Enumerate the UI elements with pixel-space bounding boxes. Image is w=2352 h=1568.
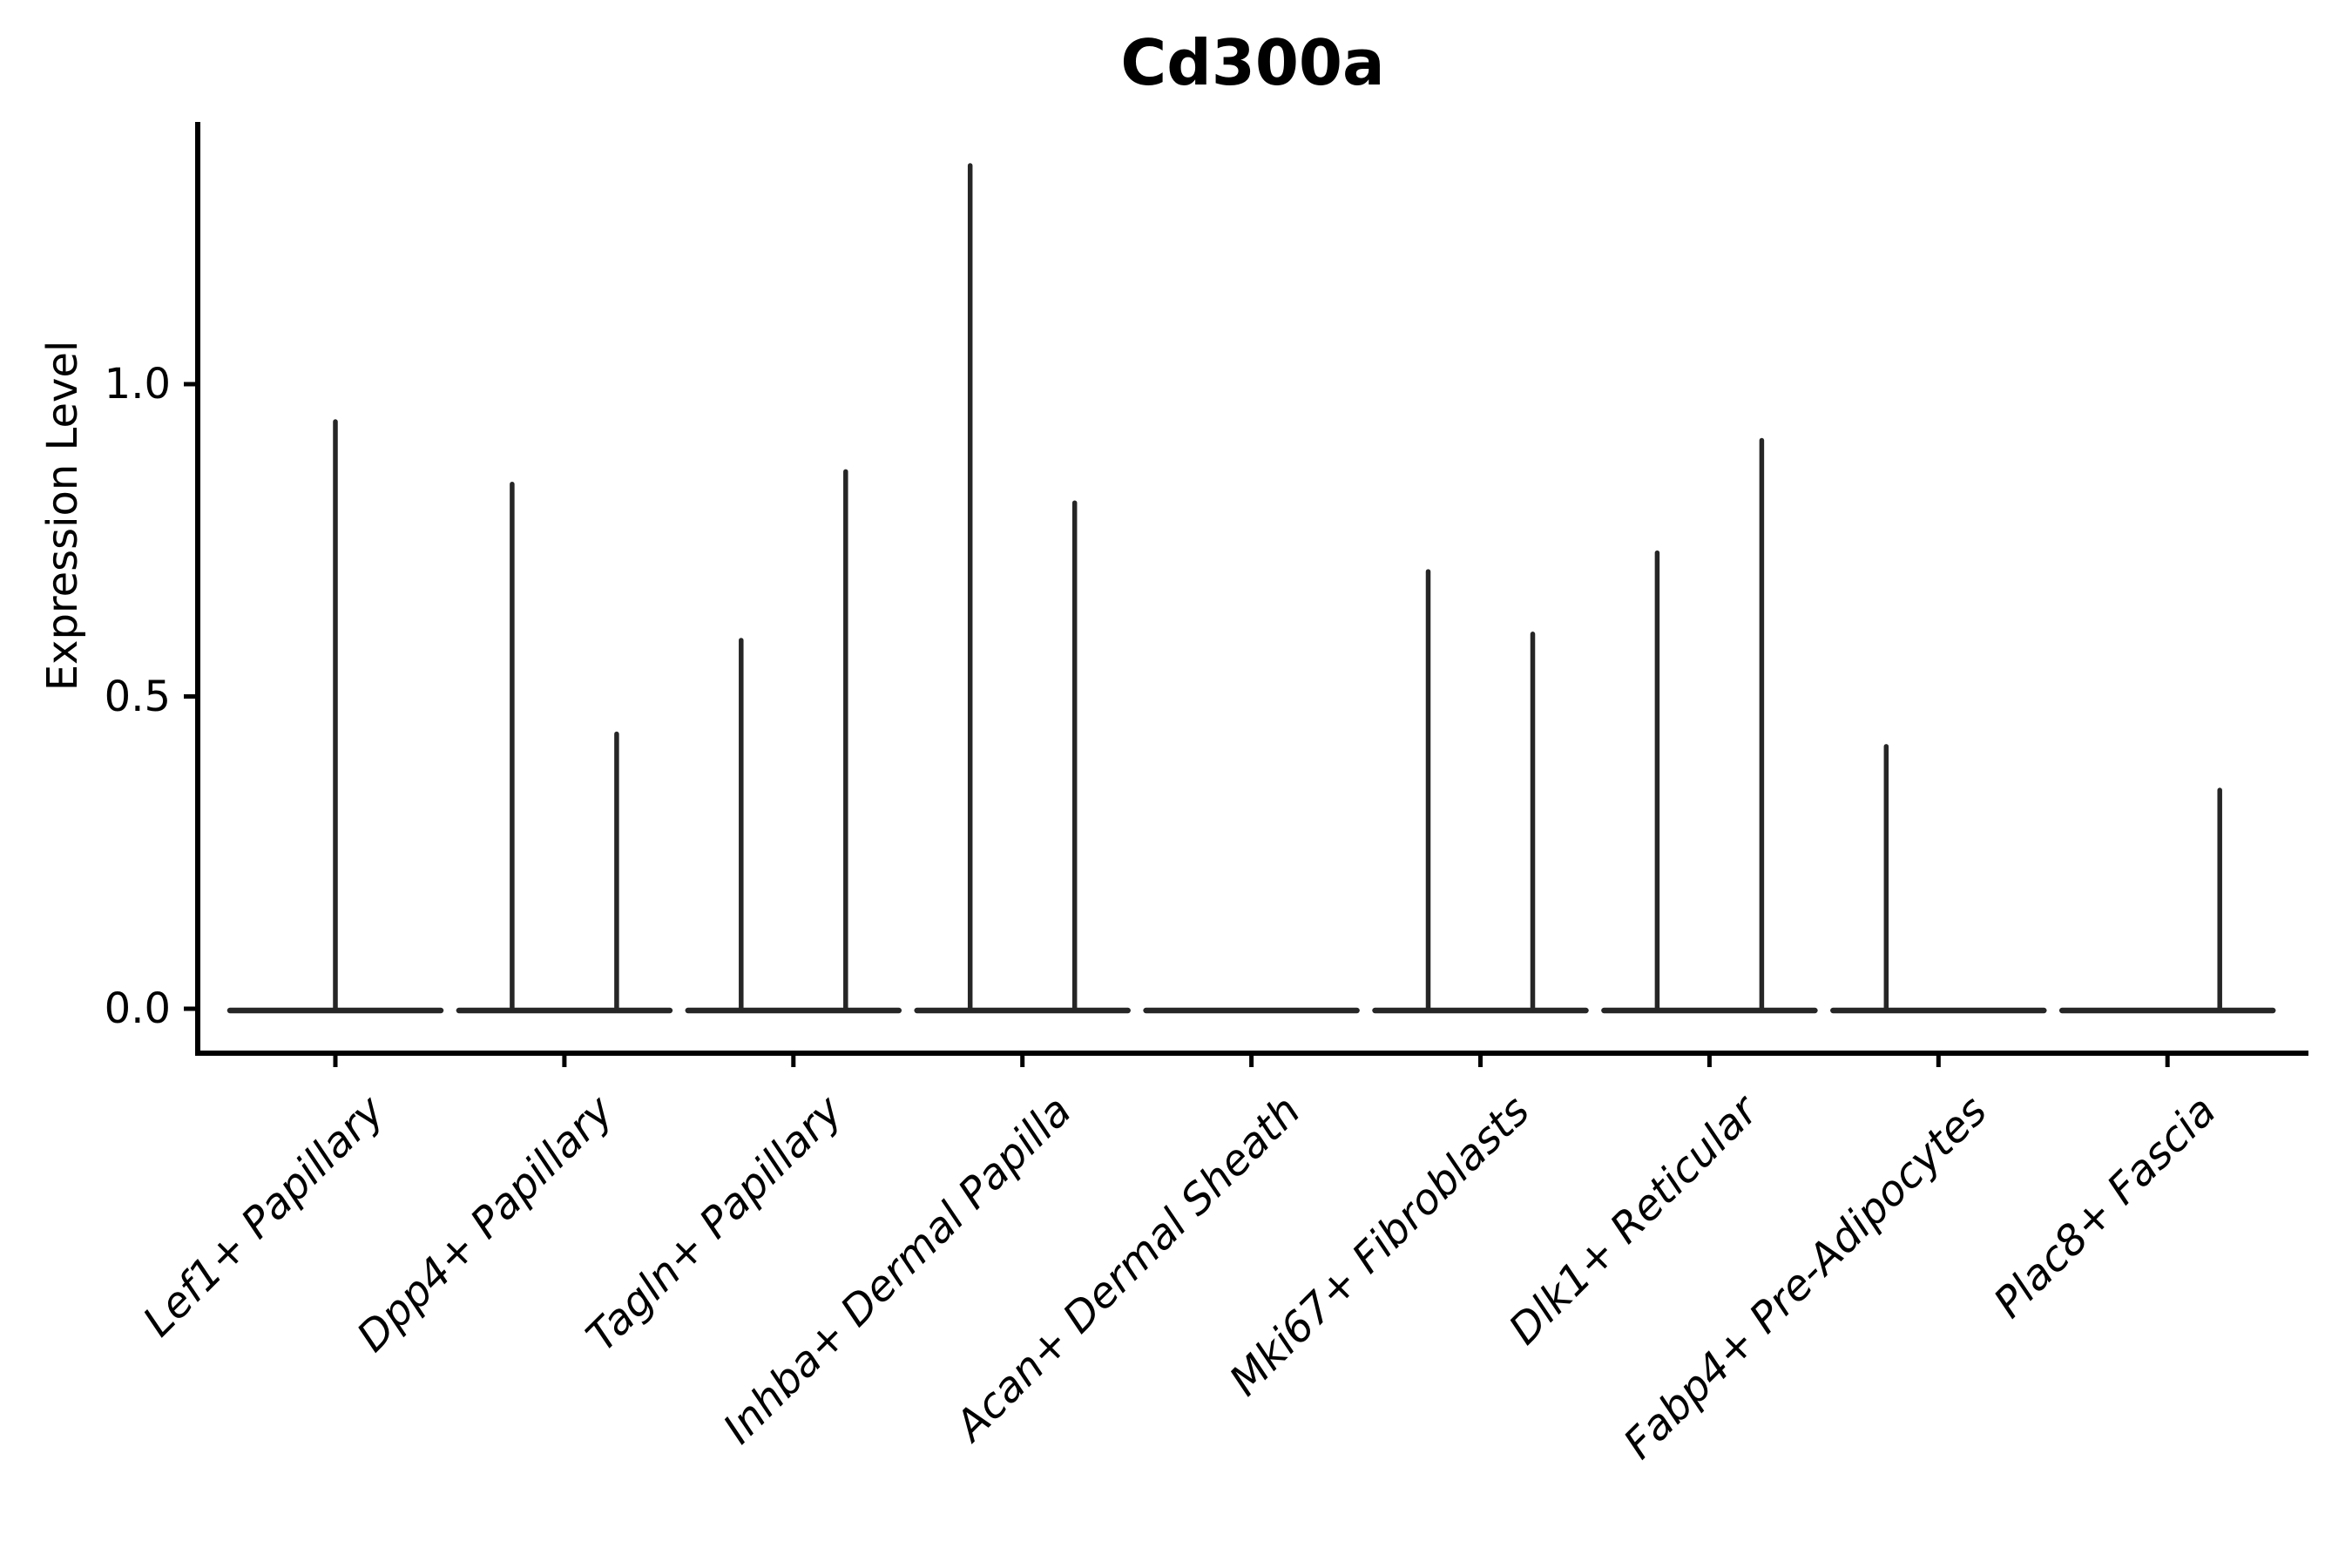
y-tick-label: 1.0 (104, 360, 171, 409)
y-tick-label: 0.5 (104, 672, 171, 721)
y-axis-label: Expression Level (38, 340, 87, 692)
y-tick-label: 0.0 (104, 984, 171, 1033)
chart-title: Cd300a (1120, 26, 1385, 99)
